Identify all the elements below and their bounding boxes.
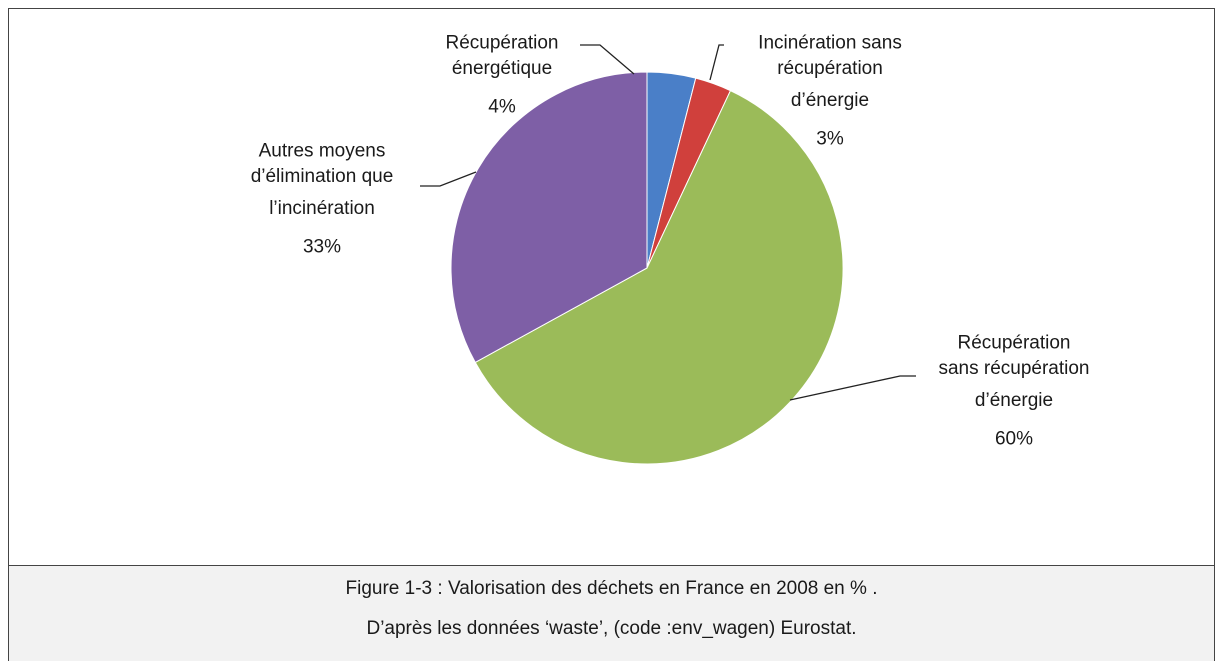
slice-label: Incinération sans récupération d’énergie bbox=[758, 33, 902, 111]
leader-line bbox=[709, 44, 724, 81]
value-label: 33% bbox=[303, 237, 341, 258]
caption-line: Figure 1-3 : Valorisation des déchets en… bbox=[345, 578, 878, 599]
caption-box bbox=[8, 565, 1215, 661]
slice-label: Autres moyens d’élimination que l’incinéra… bbox=[251, 141, 394, 219]
slice-label: Récupération énergétique bbox=[445, 33, 558, 79]
value-label: 3% bbox=[816, 129, 844, 150]
slice-label: Récupération sans récupération d’énergie bbox=[938, 333, 1089, 411]
leader-line bbox=[420, 171, 477, 187]
value-label: 60% bbox=[995, 429, 1033, 450]
value-label: 4% bbox=[488, 97, 516, 118]
caption-line: D’après les données ‘waste’, (code :env_… bbox=[366, 618, 857, 639]
leader-line bbox=[580, 44, 635, 75]
pie-slice bbox=[450, 71, 648, 364]
leader-line bbox=[789, 375, 916, 401]
pie-slice bbox=[474, 89, 844, 465]
